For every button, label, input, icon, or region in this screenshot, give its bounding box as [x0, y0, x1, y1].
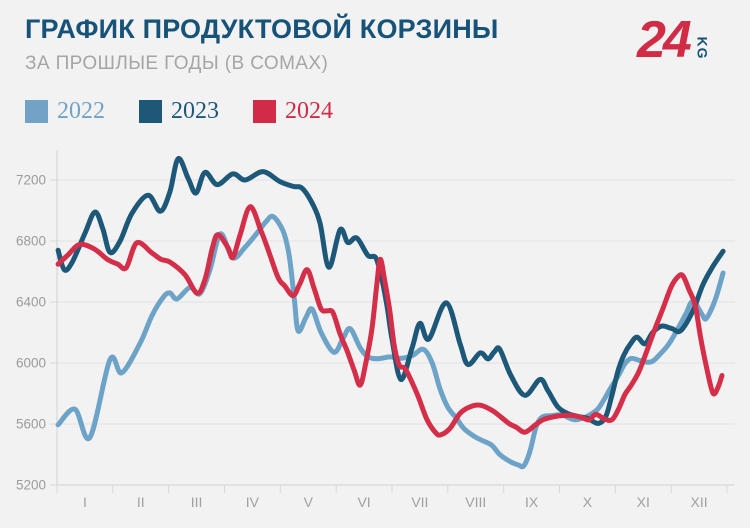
header: ГРАФИК ПРОДУКТОВОЙ КОРЗИНЫ ЗА ПРОШЛЫЕ ГО…	[25, 14, 725, 75]
y-tick-label-5600: 5600	[16, 417, 46, 432]
y-tick-label-5200: 5200	[16, 478, 46, 493]
legend-label-2024: 2024	[285, 98, 333, 124]
legend-swatch-2024	[253, 99, 276, 123]
series-line-2024	[55, 204, 725, 438]
logo-24-text: 24	[637, 11, 692, 69]
legend-swatch-2022	[25, 99, 48, 123]
x-tick-label-III: III	[191, 494, 203, 510]
x-tick-label-XI: XI	[637, 494, 650, 510]
x-tick-label-XII: XII	[691, 494, 708, 510]
legend-label-2023: 2023	[171, 98, 219, 124]
legend-swatch-2023	[139, 99, 162, 123]
x-tick-label-II: II	[137, 494, 145, 510]
page-subtitle: ЗА ПРОШЛЫЕ ГОДЫ (В СОМАХ)	[25, 53, 329, 74]
x-tick-label-VIII: VIII	[465, 494, 486, 510]
y-tick-label-6400: 6400	[16, 295, 46, 310]
x-tick-label-V: V	[304, 494, 314, 510]
legend-label-2022: 2022	[57, 98, 105, 124]
logo-kg-text: KG	[694, 36, 711, 60]
y-tick-label-7200: 7200	[16, 173, 46, 188]
x-tick-label-X: X	[583, 494, 593, 510]
legend-item-2023: 2023	[139, 99, 219, 123]
series-line-2023	[55, 156, 726, 426]
legend-item-2022: 2022	[25, 99, 105, 123]
chart-legend: 2022 2023 2024	[25, 99, 367, 123]
x-tick-label-VII: VII	[411, 494, 428, 510]
y-tick-label-6000: 6000	[16, 356, 46, 371]
series-line-2022	[55, 213, 726, 470]
logo-24kg: 24 KG	[637, 11, 725, 69]
x-tick-label-I: I	[83, 494, 87, 510]
legend-item-2024: 2024	[253, 99, 333, 123]
x-tick-label-IX: IX	[525, 494, 539, 510]
x-tick-label-VI: VI	[357, 494, 370, 510]
page-title: ГРАФИК ПРОДУКТОВОЙ КОРЗИНЫ	[25, 14, 499, 44]
y-tick-label-6800: 6800	[16, 234, 46, 249]
x-tick-label-IV: IV	[246, 494, 260, 510]
